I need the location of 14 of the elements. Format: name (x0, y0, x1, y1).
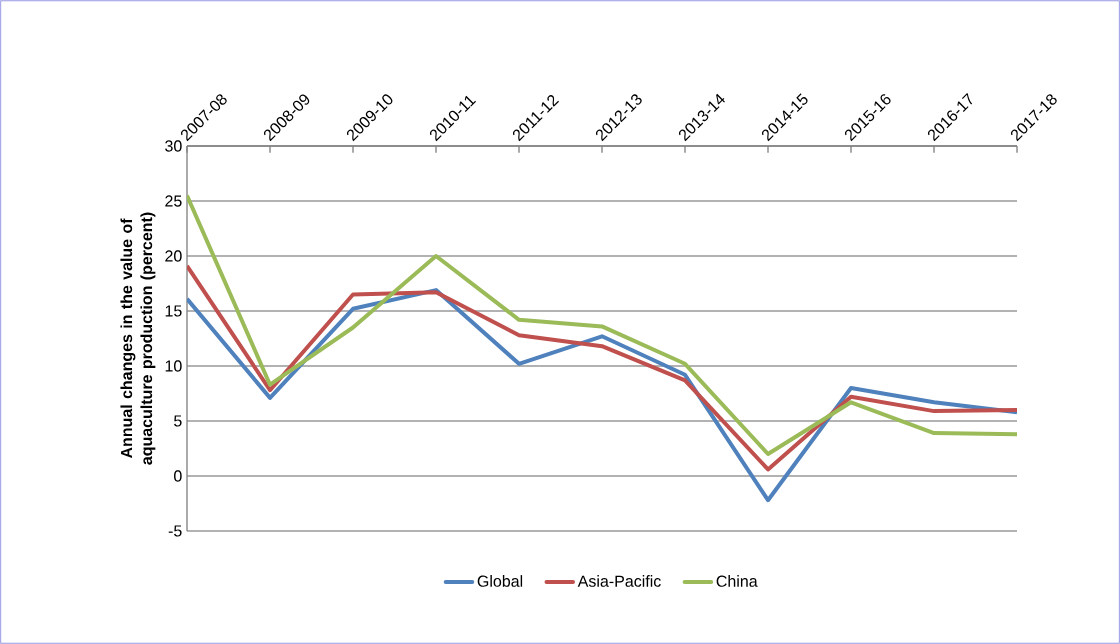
y-tick-label: 10 (165, 360, 182, 372)
y-axis-title: Annual changes in the value of aquaculture production (percent) (120, 212, 156, 465)
line-series (187, 263, 1018, 472)
legend-label: Global (477, 575, 523, 587)
y-tick-label: 25 (165, 195, 182, 207)
y-tick-label: 5 (174, 415, 182, 427)
legend-label: China (716, 575, 758, 587)
legend-label: Asia-Pacific (577, 575, 661, 587)
y-tick-label: 20 (165, 250, 182, 262)
y-tick-label: -5 (168, 525, 182, 537)
line-series (187, 193, 1018, 456)
y-tick-label: 0 (174, 470, 182, 482)
y-tick-label: 30 (165, 140, 182, 152)
y-tick-label: 15 (165, 305, 182, 317)
